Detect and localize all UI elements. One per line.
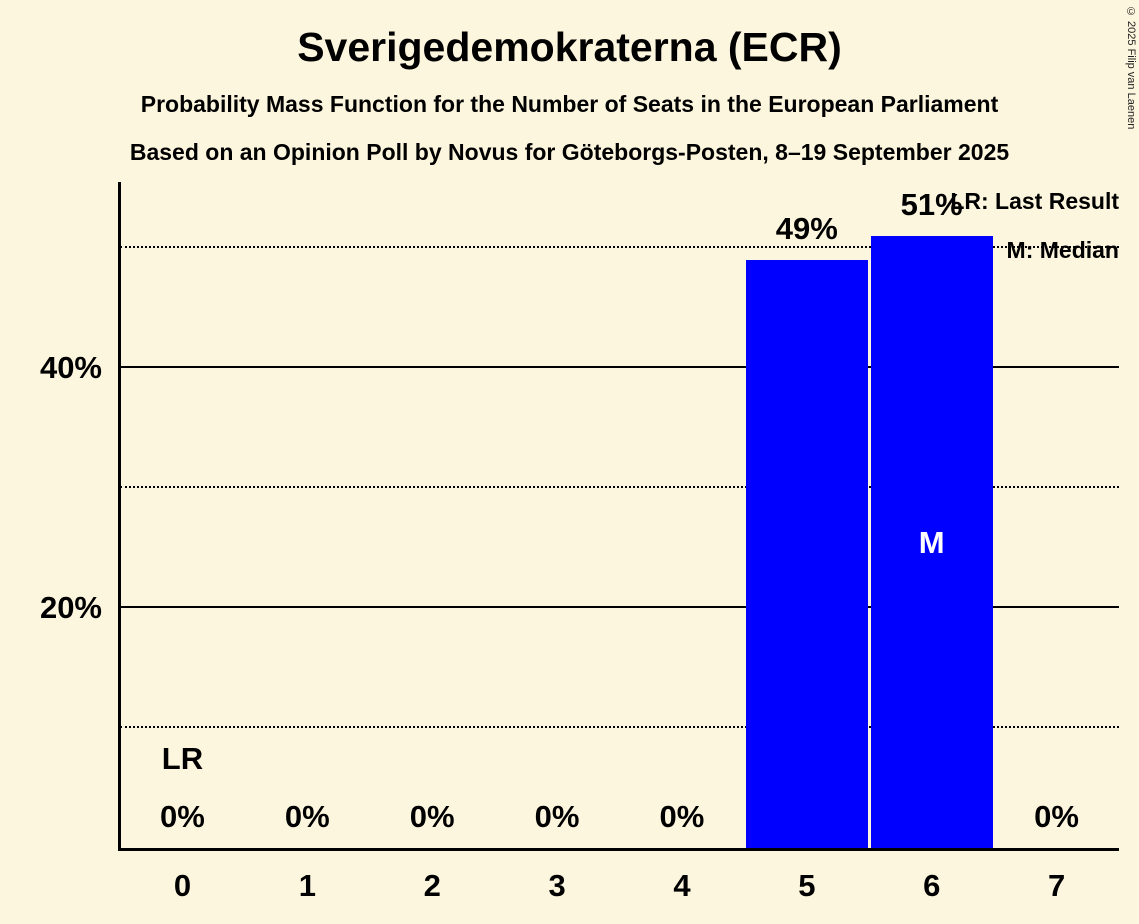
legend-median: M: Median: [1006, 237, 1119, 263]
x-tick-label-4: 4: [673, 868, 691, 903]
bar-value-label-4: 0%: [659, 799, 705, 834]
x-tick-label-2: 2: [423, 868, 441, 903]
gridline-dotted-10: [120, 726, 1119, 728]
chart-title: Sverigedemokraterna (ECR): [297, 24, 842, 70]
plot-area: 0% 0% 0% 0% 0% 49% 51% 0% LR M: [120, 182, 1119, 848]
bar-value-label-6: 51%: [900, 187, 963, 222]
bar-value-label-2: 0%: [409, 799, 455, 834]
y-axis-line: [118, 182, 121, 851]
x-tick-label-0: 0: [173, 868, 192, 903]
gridline-solid-20: [120, 606, 1119, 608]
x-axis-line: [118, 848, 1119, 851]
chart-subtitle-line1: Probability Mass Function for the Number…: [140, 91, 999, 117]
bar-value-label-1: 0%: [284, 799, 330, 834]
bar-value-label-3: 0%: [534, 799, 580, 834]
chart-subtitle-line2: Based on an Opinion Poll by Novus for Gö…: [129, 139, 1010, 165]
x-tick-label-5: 5: [798, 868, 816, 903]
x-tick-label-3: 3: [548, 868, 566, 903]
gridline-solid-40: [120, 366, 1119, 368]
bar-6: [870, 236, 993, 848]
bar-value-label-7: 0%: [1034, 799, 1079, 834]
gridline-dotted-50: [120, 246, 1119, 248]
median-marker: M: [918, 525, 945, 560]
x-tick-label-7: 7: [1047, 868, 1066, 903]
x-axis-labels: 0 1 2 3 4 5 6 7: [120, 866, 1119, 906]
last-result-marker: LR: [161, 741, 204, 776]
y-tick-label-20%: 20%: [39, 590, 102, 625]
x-tick-label-1: 1: [298, 868, 316, 903]
x-tick-label-6: 6: [923, 868, 941, 903]
gridline-dotted-30: [120, 486, 1119, 488]
copyright-notice: © 2025 Filip van Laenen: [1125, 6, 1137, 130]
bar-5: [745, 260, 868, 848]
y-tick-label-40%: 40%: [39, 350, 102, 385]
bar-value-label-0: 0%: [160, 799, 205, 834]
bar-value-label-5: 49%: [775, 211, 838, 246]
legend: LR: Last Result M: Median: [950, 187, 1119, 264]
legend-last-result: LR: Last Result: [950, 188, 1119, 214]
